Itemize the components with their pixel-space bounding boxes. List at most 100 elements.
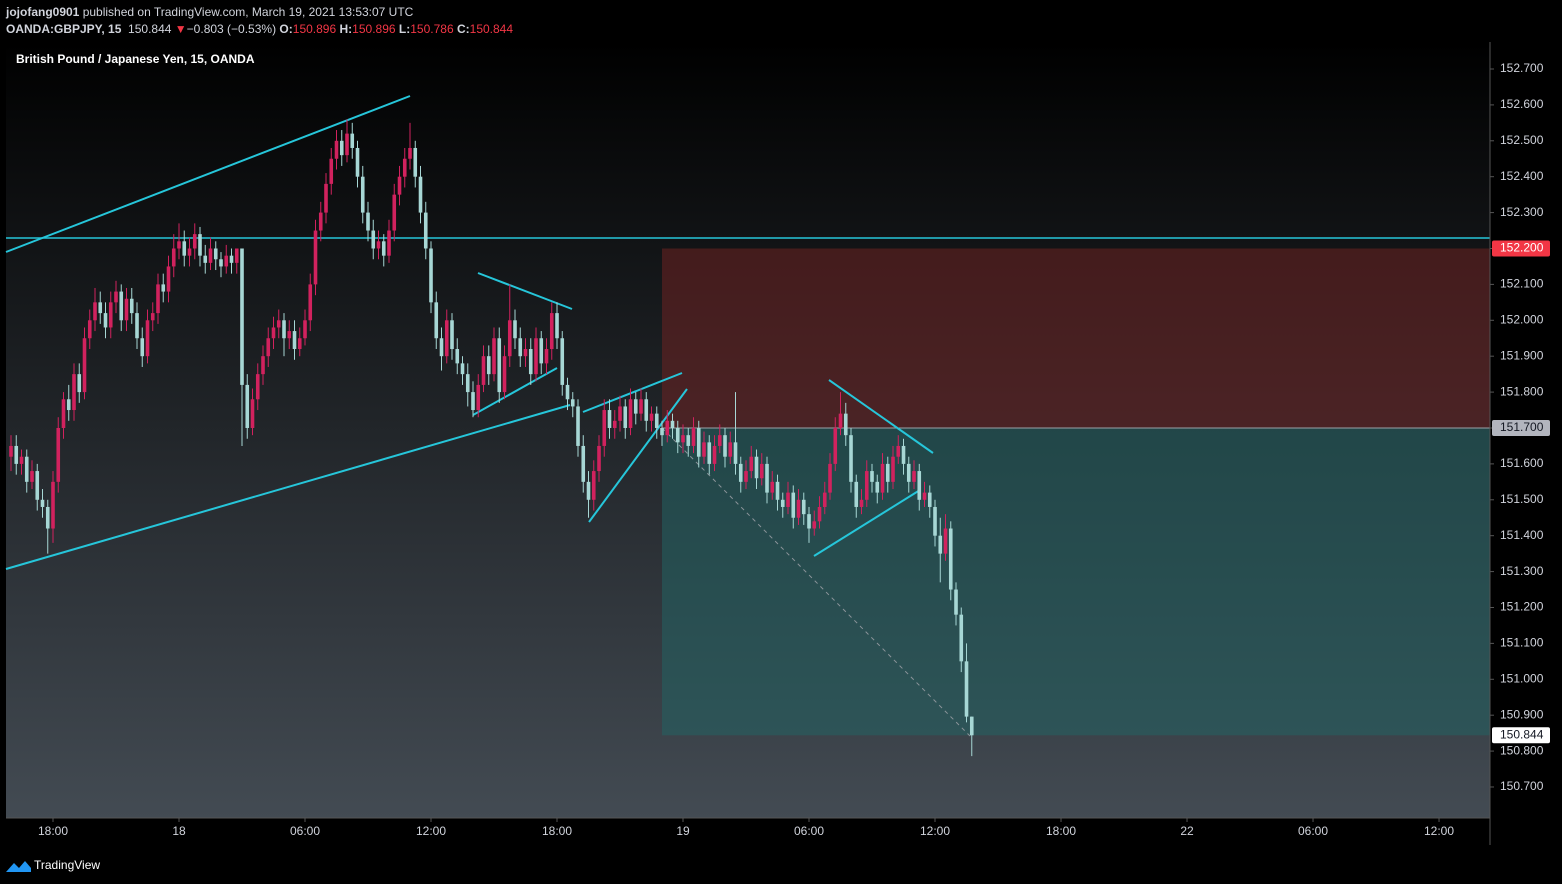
trend-line <box>5 404 571 570</box>
candle-body <box>429 248 433 303</box>
x-tick-label: 06:00 <box>794 824 824 838</box>
candle-body <box>9 445 13 457</box>
candle-body <box>308 284 313 321</box>
candle-body <box>570 399 575 407</box>
candle-body <box>408 147 412 159</box>
candle-body <box>759 463 764 479</box>
candle-body <box>822 492 827 507</box>
candle-body <box>24 456 29 482</box>
candle-body <box>145 320 150 357</box>
candle-body <box>943 528 948 554</box>
candle-body <box>303 320 307 339</box>
stop-zone <box>662 248 1490 428</box>
candle-body <box>282 320 286 339</box>
candle-body <box>539 338 544 364</box>
trend-line <box>5 95 411 253</box>
candle-body <box>754 456 759 479</box>
price-tag-label: 151.700 <box>1500 420 1544 434</box>
candle-body <box>702 442 706 457</box>
candle-body <box>124 298 129 321</box>
symbol: OANDA:GBPJPY, 15 <box>6 22 122 36</box>
y-tick-label: 150.800 <box>1500 743 1544 757</box>
arrow: ▼ <box>174 22 187 36</box>
candle-body <box>896 445 901 457</box>
price-tag <box>1492 240 1550 257</box>
candle-body <box>796 499 801 518</box>
h-value: 150.896 <box>352 22 396 36</box>
candle-body <box>696 427 701 457</box>
price-tag-label: 152.200 <box>1500 241 1544 255</box>
candle-body <box>497 338 502 393</box>
y-tick-label: 150.700 <box>1500 779 1544 793</box>
candle-body <box>817 506 822 522</box>
y-tick-label: 151.000 <box>1500 671 1544 685</box>
candle-body <box>229 255 234 263</box>
candle-body <box>933 506 937 536</box>
candle-body <box>628 399 633 428</box>
candle-body <box>360 176 365 213</box>
candle-body <box>140 338 145 357</box>
candle-body <box>749 456 754 472</box>
candle-body <box>602 410 607 446</box>
x-tick-label: 06:00 <box>290 824 320 838</box>
candle-body <box>801 499 806 515</box>
candle-body <box>397 176 402 195</box>
candle-body <box>129 298 134 314</box>
candle-body <box>465 374 470 393</box>
candle-body <box>82 338 87 393</box>
o-value: 150.896 <box>292 22 337 36</box>
candle-body <box>927 492 932 507</box>
candle-body <box>665 420 670 436</box>
h-label: H: <box>339 22 353 36</box>
candle-body <box>387 230 391 256</box>
candle-body <box>938 535 943 554</box>
candle-body <box>555 313 559 339</box>
candle-body <box>717 435 722 446</box>
candle-body <box>948 528 953 590</box>
y-tick-label: 152.700 <box>1500 61 1544 75</box>
o-label: O: <box>279 22 293 36</box>
c-label: C: <box>456 22 470 36</box>
target-zone <box>662 427 1490 736</box>
c-value: 150.844 <box>469 22 514 36</box>
candle-body <box>791 492 796 518</box>
candle-body <box>224 255 229 267</box>
candle-body <box>444 320 449 357</box>
y-tick-label: 152.300 <box>1500 205 1544 219</box>
candle-body <box>192 234 197 249</box>
candle-body <box>381 241 386 256</box>
y-tick-label: 151.200 <box>1500 600 1544 614</box>
trend-line <box>477 272 573 310</box>
candle-body <box>376 241 381 249</box>
candle-body <box>318 212 323 231</box>
candle-body <box>885 463 890 482</box>
candle-body <box>66 399 71 411</box>
candle-body <box>765 463 769 493</box>
candle-body <box>849 435 853 482</box>
candle-body <box>93 302 97 321</box>
x-tick-label: 18:00 <box>1046 824 1076 838</box>
candle-body <box>859 499 864 507</box>
candle-body <box>434 302 439 339</box>
x-tick-label: 18:00 <box>38 824 68 838</box>
candle-body <box>313 230 318 285</box>
candle-body <box>161 284 166 292</box>
candle-body <box>329 158 334 184</box>
candle-body <box>392 194 397 231</box>
candle-body <box>675 427 680 443</box>
candle-body <box>182 241 187 256</box>
candle-body <box>607 410 612 428</box>
published: published on TradingView.com, March 19, … <box>82 5 414 19</box>
candle-body <box>560 338 565 385</box>
candle-body <box>807 514 811 529</box>
candle-body <box>660 427 664 436</box>
candle-body <box>98 302 103 314</box>
symbol-line: OANDA:GBPJPY, 15 150.844 ▼−0.803 (−0.53%… <box>6 22 513 36</box>
x-tick-label: 12:00 <box>1424 824 1454 838</box>
candle-body <box>492 338 496 375</box>
candle-body <box>371 230 376 249</box>
candle-body <box>150 313 155 321</box>
candle-body <box>581 445 586 482</box>
